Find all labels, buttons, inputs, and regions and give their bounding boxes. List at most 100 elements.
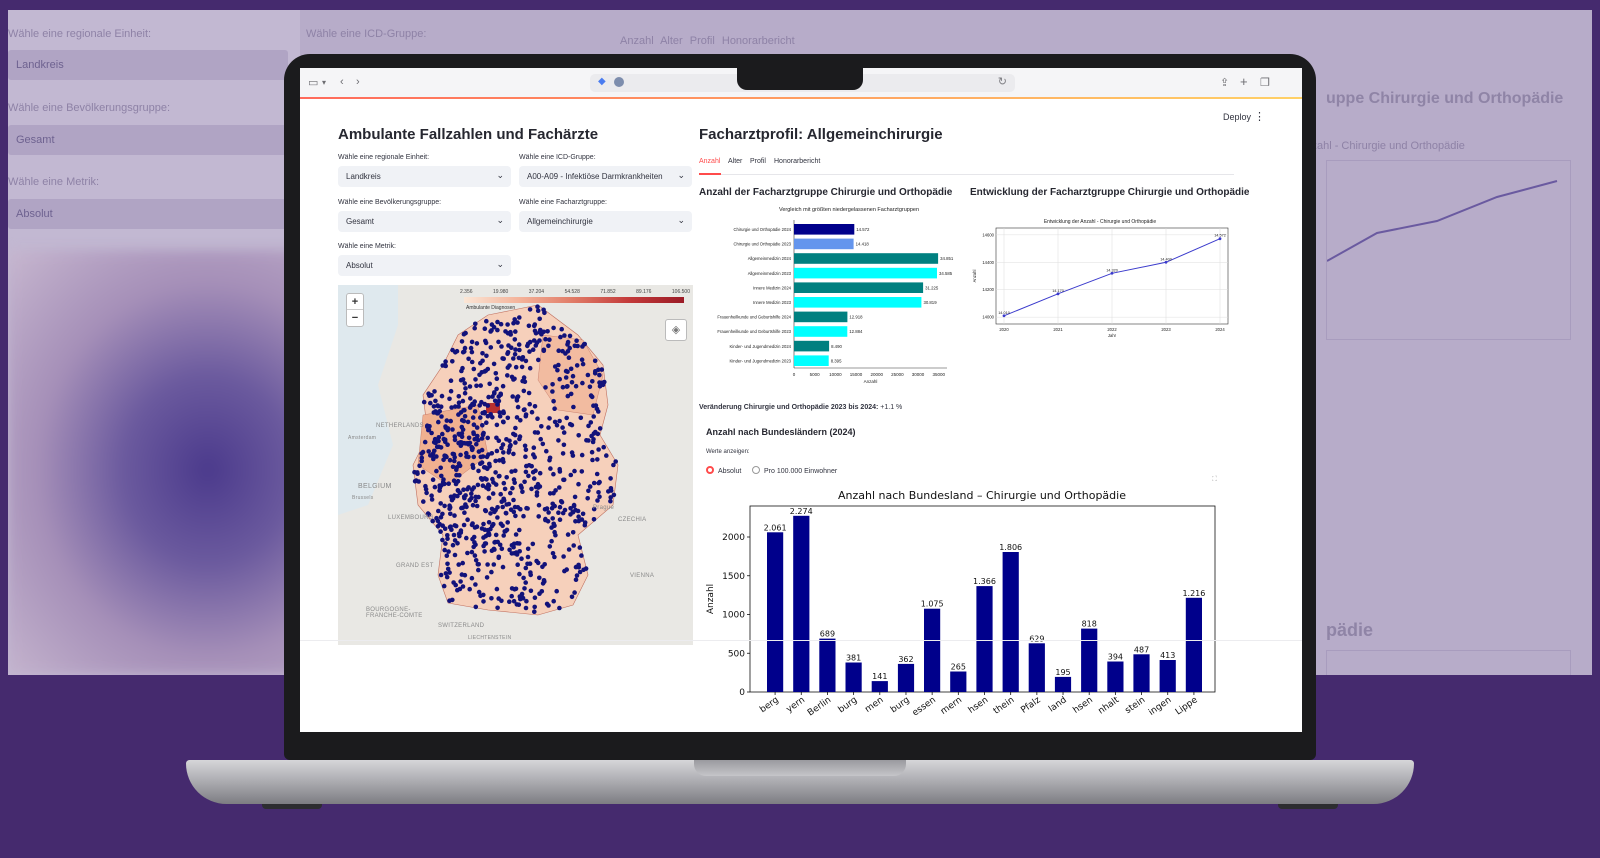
radio-per100k[interactable]: Pro 100.000 Einwohner <box>752 466 837 475</box>
fullscreen-icon[interactable]: ⛶ <box>1212 476 1217 483</box>
practice-dot <box>523 413 529 419</box>
practice-dot <box>496 555 501 561</box>
practice-dot <box>566 355 572 360</box>
practice-dot <box>526 323 532 329</box>
practice-dot <box>589 394 595 400</box>
practice-dot <box>585 496 590 501</box>
practice-dot <box>429 430 434 436</box>
practice-dot <box>440 537 445 543</box>
zoom-out-button[interactable]: − <box>351 312 359 324</box>
vbar-value-label: 362 <box>898 655 913 664</box>
practice-dot <box>468 345 474 351</box>
practice-dot <box>476 589 482 595</box>
practice-dot <box>463 502 468 507</box>
practice-dot <box>568 366 574 372</box>
vbar-bar <box>1185 597 1202 692</box>
tab-group-chevron-icon[interactable]: ▾ <box>322 78 327 87</box>
reload-icon[interactable]: ↻ <box>997 76 1007 88</box>
practice-dot <box>501 459 506 465</box>
practice-dot <box>424 490 429 496</box>
practice-dot <box>436 444 442 450</box>
vbar-value-label: 1.075 <box>921 600 944 609</box>
vbar-ytick-label: 0 <box>739 688 745 698</box>
practice-dot <box>472 409 478 414</box>
zoom-in-button[interactable]: + <box>347 294 363 310</box>
practice-dot <box>564 384 570 389</box>
practice-dot <box>452 434 458 439</box>
practice-dot <box>559 326 564 332</box>
hbar-category-label: Kinder- und Jugendmedizin 2023 <box>730 358 792 363</box>
practice-dot <box>592 371 598 376</box>
practice-dot <box>488 329 493 334</box>
practice-dot <box>549 505 555 511</box>
practice-dot <box>452 552 458 558</box>
practice-dot <box>587 384 593 390</box>
practice-dot <box>469 491 474 496</box>
tab-alter[interactable]: Alter <box>728 158 743 165</box>
practice-dot <box>456 562 461 567</box>
vbar-ytick-label: 2000 <box>722 533 745 543</box>
hbar-value-label: 14.572 <box>856 227 870 232</box>
practice-dot <box>550 551 556 556</box>
practice-dot <box>463 330 468 336</box>
tab-anzahl[interactable]: Anzahl <box>699 158 721 165</box>
practice-dot <box>572 590 577 595</box>
practice-dot <box>495 505 500 510</box>
line-ytick-label: 14600 <box>982 232 994 237</box>
line-xtick-label: 2020 <box>999 327 1009 332</box>
practice-dot <box>588 420 594 425</box>
practice-dot <box>528 570 533 575</box>
practice-dot <box>561 430 567 435</box>
main-menu-icon[interactable]: ⋮ <box>1254 111 1265 123</box>
practice-dot <box>521 388 527 394</box>
practice-dot <box>443 425 449 431</box>
vbar-bar <box>1081 628 1098 692</box>
hbar-category-label: Allgemeinmedizin 2024 <box>748 256 792 261</box>
tab-profil[interactable]: Profil <box>750 158 766 165</box>
practice-dot <box>573 519 578 524</box>
vbar-category-label: essen <box>911 695 938 718</box>
new-tab-icon[interactable]: + <box>1240 74 1248 89</box>
practice-dot <box>523 447 529 453</box>
tab-honorarbericht[interactable]: Honorarbericht <box>774 158 821 165</box>
practice-dot <box>494 448 500 454</box>
practice-dot <box>507 447 512 453</box>
layers-icon[interactable]: ◈ <box>665 319 687 341</box>
specialty-select[interactable]: Allgemeinchirurgie ⌄ <box>519 211 692 232</box>
tab-overview-icon[interactable]: ❐ <box>1260 77 1270 89</box>
practice-dot <box>501 480 507 486</box>
practice-dot <box>539 424 544 429</box>
practice-dot <box>534 340 540 345</box>
line-point-label: 14.010 <box>998 311 1010 315</box>
population-select[interactable]: Gesamt ⌄ <box>338 211 511 232</box>
sidebar-toggle-icon[interactable]: ▭ <box>308 77 319 89</box>
practice-dot <box>518 418 523 423</box>
share-icon[interactable]: ⇪ <box>1220 77 1230 89</box>
practice-dot <box>557 517 563 522</box>
practice-dot <box>450 464 456 470</box>
practice-dot <box>476 567 481 573</box>
icd-select[interactable]: A00-A09 - Infektiöse Darmkrankheiten ⌄ <box>519 166 692 187</box>
metric-select[interactable]: Absolut ⌄ <box>338 255 511 276</box>
back-icon[interactable]: ‹ <box>340 76 344 88</box>
vbar-category-label: thein <box>992 695 1017 716</box>
legend-tick: 19.980 <box>493 289 509 295</box>
practice-dot <box>460 365 465 371</box>
choropleth-map[interactable]: 2.356 19.980 37.204 54.528 71.852 89.176… <box>338 285 693 645</box>
radio-absolut[interactable]: Absolut <box>706 466 741 475</box>
practice-dot <box>449 527 454 532</box>
deploy-button[interactable]: Deploy <box>1223 112 1252 122</box>
practice-dot <box>589 449 595 455</box>
vbar-value-label: 195 <box>1055 668 1070 677</box>
region-select[interactable]: Landkreis ⌄ <box>338 166 511 187</box>
practice-dot <box>567 421 573 427</box>
practice-dot <box>447 570 452 575</box>
practice-dot <box>531 452 536 457</box>
practice-dot <box>565 393 571 399</box>
vbar-value-label: 689 <box>820 630 835 639</box>
practice-dot <box>523 469 529 475</box>
forward-icon[interactable]: › <box>356 76 360 88</box>
hbar-value-label: 12.884 <box>849 329 863 334</box>
practice-dot <box>470 521 475 526</box>
practice-dot <box>517 549 522 554</box>
